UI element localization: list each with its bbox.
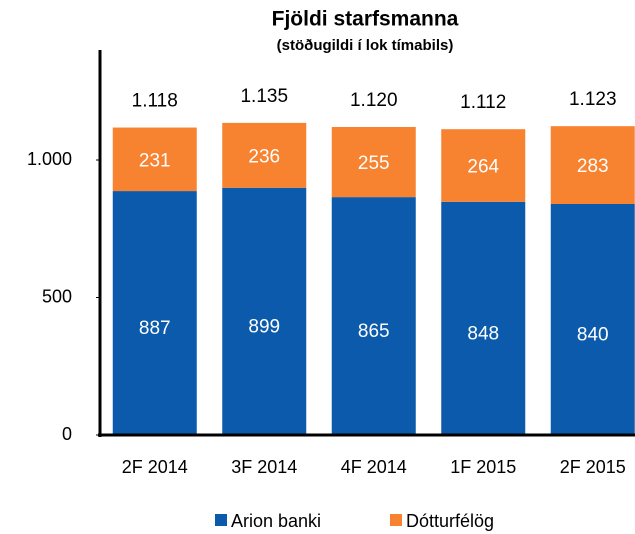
chart-subtitle: (stöðugildi í lok tímabils) — [277, 37, 454, 54]
data-label: 236 — [248, 146, 280, 167]
bar-segment — [441, 201, 526, 435]
bar-segment — [222, 187, 307, 435]
x-tick-label: 2F 2015 — [560, 457, 626, 477]
total-label: 1.123 — [569, 89, 617, 110]
bar-segment — [550, 204, 635, 435]
data-label: 231 — [139, 150, 171, 171]
legend-label: Dótturfélög — [406, 511, 494, 531]
x-tick-label: 2F 2014 — [122, 457, 188, 477]
data-label: 283 — [577, 156, 609, 177]
total-label: 1.118 — [132, 91, 178, 112]
legend-swatch — [215, 514, 227, 526]
data-label: 887 — [139, 318, 171, 339]
bar-segment — [112, 127, 197, 192]
y-tick-label: 500 — [42, 286, 72, 306]
data-label: 840 — [577, 325, 609, 346]
y-tick-label: 1.000 — [27, 149, 72, 169]
legend-swatch — [390, 514, 402, 526]
bar-segment — [441, 129, 526, 202]
total-label: 1.120 — [350, 90, 398, 111]
chart-title: Fjöldi starfsmanna — [272, 8, 459, 31]
data-label: 264 — [467, 157, 499, 178]
x-tick-label: 1F 2015 — [450, 457, 516, 477]
y-tick-label: 0 — [62, 424, 72, 444]
bar-segment — [331, 197, 416, 435]
data-label: 899 — [248, 316, 280, 337]
legend-label: Arion banki — [231, 511, 321, 531]
total-label: 1.135 — [240, 86, 288, 107]
bar-segment — [550, 126, 635, 204]
data-label: 255 — [358, 153, 390, 174]
bar-segment — [222, 122, 307, 188]
x-tick-label: 4F 2014 — [341, 457, 407, 477]
total-label: 1.112 — [460, 92, 506, 113]
bar-segment — [331, 127, 416, 198]
x-tick-label: 3F 2014 — [231, 457, 297, 477]
data-label: 865 — [358, 321, 390, 342]
data-label: 848 — [467, 323, 499, 344]
bar-segment — [112, 191, 197, 435]
